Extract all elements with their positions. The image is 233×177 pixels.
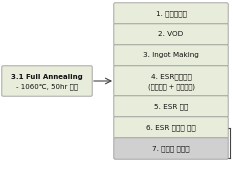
Text: 6. ESR 잊곳트 단조: 6. ESR 잊곳트 단조 — [146, 124, 196, 131]
Text: 3. Ingot Making: 3. Ingot Making — [143, 53, 199, 59]
FancyBboxPatch shape — [114, 96, 228, 117]
FancyBboxPatch shape — [114, 138, 228, 159]
FancyBboxPatch shape — [114, 24, 228, 45]
Text: 4. ESR전극제조: 4. ESR전극제조 — [151, 73, 192, 80]
Text: (열간단조 + 표면가공): (열간단조 + 표면가공) — [147, 83, 195, 90]
FancyBboxPatch shape — [114, 3, 228, 24]
FancyBboxPatch shape — [114, 117, 228, 138]
Text: 1. 전기로용해: 1. 전기로용해 — [155, 10, 186, 17]
FancyBboxPatch shape — [2, 66, 92, 96]
FancyBboxPatch shape — [114, 45, 228, 66]
Text: 3.1 Full Annealing: 3.1 Full Annealing — [11, 73, 83, 79]
Text: 2. VOD: 2. VOD — [158, 32, 184, 38]
Text: 5. ESR 용해: 5. ESR 용해 — [154, 103, 188, 110]
Text: - 1060℃, 50hr 유지: - 1060℃, 50hr 유지 — [16, 83, 78, 90]
FancyBboxPatch shape — [114, 66, 228, 96]
Text: 7. 용체화 열처리: 7. 용체화 열처리 — [152, 145, 190, 152]
